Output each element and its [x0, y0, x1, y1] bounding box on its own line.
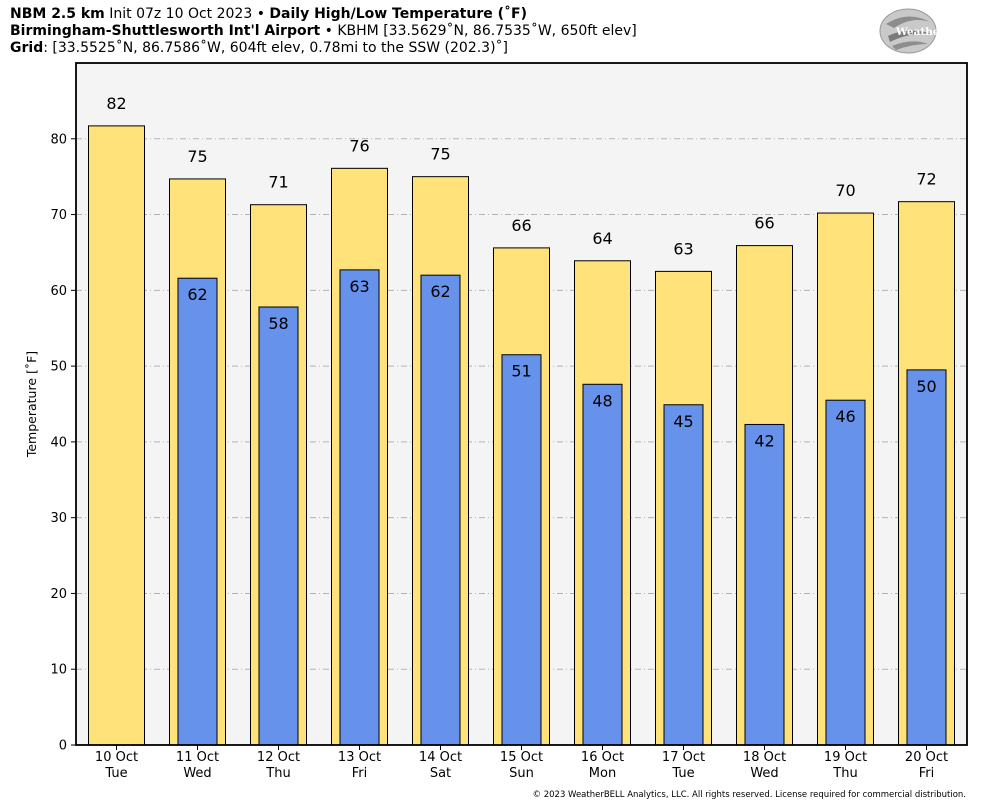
- x-tick-label-date: 20 Oct: [905, 750, 948, 765]
- chart-header: NBM 2.5 km Init 07z 10 Oct 2023 • Daily …: [10, 6, 637, 57]
- logo-text: WeatherBELL: [895, 26, 970, 38]
- x-tick-label-weekday: Thu: [832, 766, 857, 781]
- low-temp-label: 42: [754, 431, 774, 450]
- high-temp-label: 66: [511, 216, 531, 235]
- high-temp-label: 75: [430, 145, 450, 164]
- low-temp-label: 51: [511, 362, 531, 381]
- value-labels: 82 75 62 71 58 76 63 75 62 66 51 64 48 63 45 66 42 70 46 72…: [106, 94, 936, 451]
- high-temp-label: 70: [835, 181, 855, 200]
- copyright-notice: © 2023 WeatherBELL Analytics, LLC. All r…: [532, 790, 966, 800]
- high-temp-label: 76: [349, 136, 369, 155]
- low-temp-label: 45: [673, 412, 693, 431]
- x-tick-label-date: 12 Oct: [257, 750, 300, 765]
- low-temp-label: 48: [592, 391, 612, 410]
- grid-label: Grid: [10, 40, 44, 56]
- header-line-2: Birmingham-Shuttlesworth Int'l Airport •…: [10, 23, 637, 40]
- high-temp-bar: [88, 125, 145, 746]
- model-name: NBM 2.5 km: [10, 6, 105, 22]
- x-tick-label-date: 10 Oct: [95, 750, 138, 765]
- x-tick-label-date: 19 Oct: [824, 750, 867, 765]
- y-tick-label: 20: [50, 587, 67, 602]
- high-temp-label: 75: [187, 147, 207, 166]
- low-temp-bar: [420, 274, 461, 746]
- low-temp-label: 62: [430, 282, 450, 301]
- bullet: •: [256, 6, 265, 22]
- x-tick-label-date: 17 Oct: [662, 750, 705, 765]
- x-tick-label-weekday: Thu: [265, 766, 290, 781]
- station-details: KBHM [33.5629˚N, 86.7535˚W, 650ft elev]: [337, 23, 637, 39]
- high-temp-label: 72: [916, 170, 936, 189]
- low-temp-bar: [582, 383, 623, 746]
- y-tick-label: 60: [50, 284, 67, 299]
- x-tick-label-weekday: Wed: [183, 766, 211, 781]
- low-temp-bar: [258, 306, 299, 746]
- high-temp-label: 71: [268, 173, 288, 192]
- init-time: Init 07z 10 Oct 2023: [109, 6, 253, 22]
- y-tick-label: 70: [50, 208, 67, 223]
- x-tick-label-weekday: Fri: [352, 766, 368, 781]
- low-temp-label: 46: [835, 407, 855, 426]
- low-temp-label: 63: [349, 277, 369, 296]
- x-tick-label-date: 18 Oct: [743, 750, 786, 765]
- low-temp-bar: [339, 269, 380, 746]
- x-tick-label-weekday: Tue: [671, 766, 694, 781]
- y-tick-label: 30: [50, 511, 67, 526]
- low-temp-bar: [501, 354, 542, 746]
- x-tick-label-date: 14 Oct: [419, 750, 462, 765]
- weatherbell-logo: WeatherBELL: [879, 8, 970, 54]
- x-tick-label-weekday: Mon: [589, 766, 616, 781]
- low-temp-bar: [744, 423, 785, 746]
- x-tick-label-weekday: Fri: [919, 766, 935, 781]
- low-temp-label: 62: [187, 285, 207, 304]
- high-temp-label: 66: [754, 214, 774, 233]
- y-axis-label: Temperature [˚F]: [24, 351, 39, 458]
- low-temp-bar: [663, 404, 704, 746]
- x-tick-label-date: 16 Oct: [581, 750, 624, 765]
- y-tick-label: 40: [50, 435, 67, 450]
- station-name: Birmingham-Shuttlesworth Int'l Airport: [10, 23, 321, 39]
- x-tick-label-date: 15 Oct: [500, 750, 543, 765]
- high-temp-label: 64: [592, 229, 612, 248]
- low-temp-label: 58: [268, 314, 288, 333]
- y-tick-label: 0: [59, 739, 67, 754]
- product-title: Daily High/Low Temperature (˚F): [269, 6, 527, 22]
- grid-details: : [33.5525˚N, 86.7586˚W, 604ft elev, 0.7…: [43, 40, 509, 56]
- y-tick-label: 10: [50, 663, 67, 678]
- low-temp-bar: [177, 277, 218, 746]
- x-tick-label-date: 11 Oct: [176, 750, 219, 765]
- x-tick-label-weekday: Sat: [430, 766, 451, 781]
- header-line-1: NBM 2.5 km Init 07z 10 Oct 2023 • Daily …: [10, 6, 637, 23]
- x-tick-label-weekday: Tue: [104, 766, 127, 781]
- bullet: •: [324, 23, 333, 39]
- x-tick-label-date: 13 Oct: [338, 750, 381, 765]
- low-temp-bar: [906, 369, 947, 746]
- bars: [88, 125, 955, 746]
- low-temp-label: 50: [916, 377, 936, 396]
- high-temp-label: 82: [106, 94, 126, 113]
- header-line-3: Grid: [33.5525˚N, 86.7586˚W, 604ft elev,…: [10, 40, 637, 57]
- x-tick-label-weekday: Wed: [750, 766, 778, 781]
- high-temp-label: 63: [673, 239, 693, 258]
- y-tick-label: 80: [50, 132, 67, 147]
- low-temp-bar: [825, 399, 866, 746]
- y-tick-label: 50: [50, 360, 67, 375]
- x-tick-label-weekday: Sun: [509, 766, 534, 781]
